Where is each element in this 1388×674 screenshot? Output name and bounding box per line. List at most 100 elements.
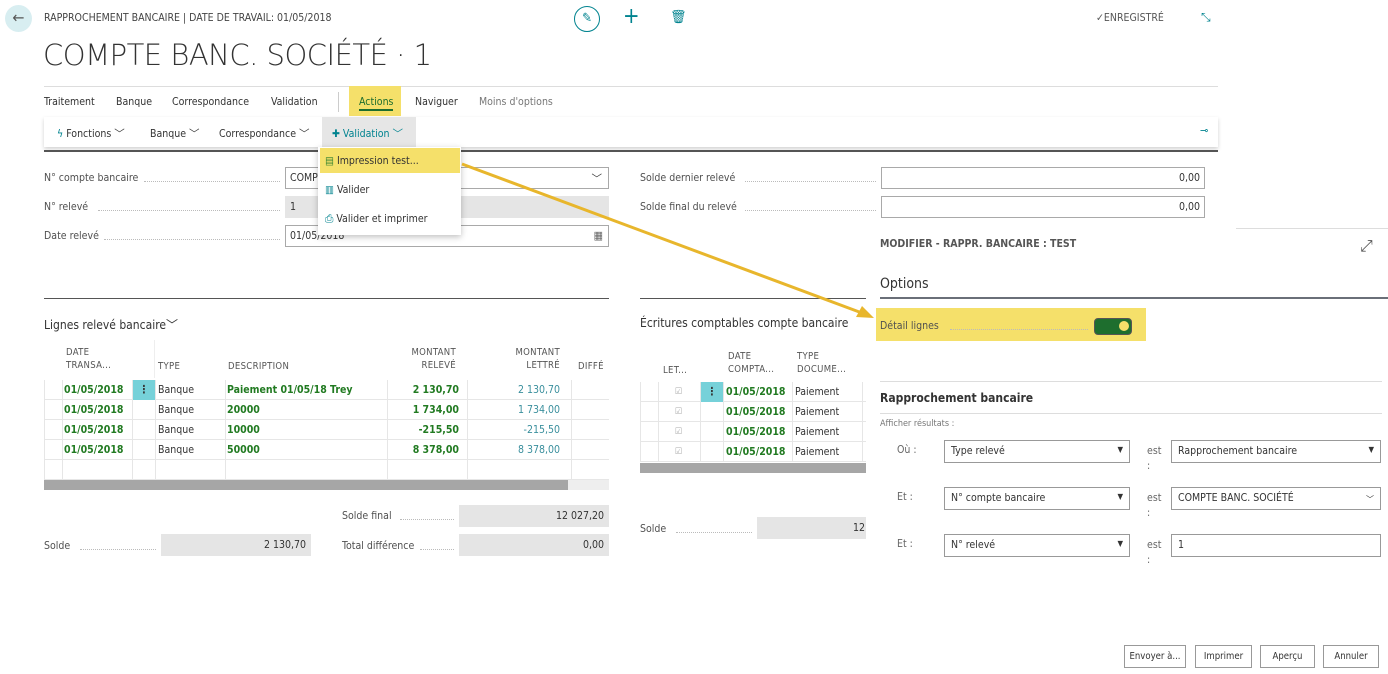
filter-field-select[interactable]: N° relevé ▼ bbox=[944, 534, 1130, 557]
filter-field-select[interactable]: Type relevé ▼ bbox=[944, 440, 1130, 463]
collapse-icon[interactable]: ⤡ bbox=[1201, 10, 1211, 24]
table-row[interactable] bbox=[44, 420, 609, 440]
back-button[interactable]: ← bbox=[5, 5, 32, 32]
checkbox-icon[interactable]: ☑ bbox=[675, 407, 683, 417]
col-applied-flag[interactable]: LET... bbox=[663, 365, 688, 376]
send-to-button[interactable]: Envoyer à... bbox=[1124, 645, 1186, 668]
preview-button[interactable]: Aperçu bbox=[1260, 645, 1315, 668]
calendar-icon[interactable]: ▦ bbox=[593, 229, 603, 242]
cell-divider bbox=[723, 422, 724, 442]
tab-banque[interactable]: Banque bbox=[116, 96, 153, 108]
cell-divider bbox=[387, 420, 388, 440]
col-type[interactable]: TYPE bbox=[158, 361, 181, 372]
menu-item-test-report[interactable]: ▤ Impression test... bbox=[325, 155, 419, 167]
applied-cell: 8 378,00 bbox=[517, 444, 560, 456]
filter-prefix: Et : bbox=[897, 538, 913, 550]
filter-field-select[interactable]: N° compte bancaire ▼ bbox=[944, 487, 1130, 510]
filter-value-text: Rapprochement bancaire bbox=[1178, 445, 1298, 457]
tab-correspondance[interactable]: Correspondance bbox=[172, 96, 250, 108]
description-cell: Paiement 01/05/18 Trey Rese... bbox=[227, 384, 353, 396]
options-divider bbox=[880, 297, 1388, 299]
horizontal-scrollbar[interactable] bbox=[44, 480, 609, 490]
description-cell: 10000 bbox=[227, 424, 260, 436]
cancel-button[interactable]: Annuler bbox=[1323, 645, 1379, 668]
table-row[interactable] bbox=[44, 440, 609, 460]
divider bbox=[44, 298, 609, 299]
trash-icon[interactable]: 🗑 bbox=[670, 10, 687, 25]
final-balance-field[interactable]: 0,00 bbox=[881, 196, 1205, 218]
expand-icon[interactable]: ⤢ bbox=[1360, 236, 1373, 255]
table-row[interactable] bbox=[44, 400, 609, 420]
tab-naviguer[interactable]: Naviguer bbox=[415, 96, 458, 108]
toolbar-banque[interactable]: Banque ﹀ bbox=[150, 128, 200, 140]
date-cell: 01/05/2018 bbox=[64, 444, 124, 456]
col-posting-date[interactable]: DATE COMPTA... bbox=[728, 351, 775, 375]
cell-divider bbox=[571, 440, 572, 460]
cell-divider bbox=[862, 442, 863, 462]
show-results-label: Afficher résultats : bbox=[880, 419, 955, 429]
edit-icon[interactable]: ✎ bbox=[574, 6, 600, 32]
divider bbox=[880, 413, 1382, 414]
checkbox-icon[interactable]: ☑ bbox=[675, 447, 683, 457]
row-menu-icon[interactable]: ⋮ bbox=[133, 380, 155, 400]
checkbox-icon[interactable]: ☑ bbox=[675, 427, 683, 437]
row-menu-icon[interactable]: ⋮ bbox=[701, 382, 723, 402]
table-row[interactable] bbox=[44, 380, 609, 400]
col-applied[interactable]: MONTANT LETTRÉ bbox=[515, 347, 560, 371]
toolbar-fonctions[interactable]: ϟ Fonctions ﹀ bbox=[57, 128, 125, 140]
date-label: Date relevé bbox=[44, 230, 99, 242]
table-row[interactable] bbox=[640, 402, 866, 422]
col-date[interactable]: DATE TRANSA... bbox=[66, 347, 112, 371]
entries-solde-label: Solde bbox=[640, 523, 667, 535]
menu-item-post-print[interactable]: ⎙ Valider et imprimer bbox=[325, 213, 428, 225]
tab-actions[interactable]: Actions bbox=[359, 96, 394, 111]
actions-tab-highlight bbox=[349, 86, 401, 116]
cell-divider bbox=[132, 460, 133, 480]
filter-prefix: Où : bbox=[897, 444, 917, 456]
lines-title[interactable]: Lignes relevé bancaire﹀ bbox=[44, 318, 179, 332]
filter-value[interactable]: COMPTE BANC. SOCIÉTÉ ﹀ bbox=[1171, 487, 1381, 510]
col-difference[interactable]: DIFFÉ bbox=[578, 361, 604, 372]
cell-divider bbox=[467, 440, 468, 460]
date-cell: 01/05/2018 bbox=[64, 404, 124, 416]
checkbox-icon[interactable]: ☑ bbox=[675, 387, 683, 397]
filter-value[interactable]: 1 bbox=[1171, 534, 1381, 557]
print-button[interactable]: Imprimer bbox=[1195, 645, 1252, 668]
tab-traitement[interactable]: Traitement bbox=[44, 96, 95, 108]
toolbar-validation[interactable]: ✚ Validation ﹀ bbox=[322, 117, 416, 147]
col-doc-type[interactable]: TYPE DOCUME... bbox=[797, 351, 847, 375]
table-row[interactable] bbox=[640, 422, 866, 442]
cell-divider bbox=[155, 380, 156, 400]
table-row[interactable] bbox=[640, 442, 866, 462]
horizontal-scrollbar[interactable] bbox=[640, 463, 866, 473]
col-description[interactable]: DESCRIPTION bbox=[228, 361, 290, 372]
cell-divider bbox=[225, 380, 226, 400]
cell-divider bbox=[658, 442, 659, 462]
col-amount[interactable]: MONTANT RELEVÉ bbox=[411, 347, 456, 371]
tab-validation[interactable]: Validation bbox=[271, 96, 318, 108]
report-icon: ▤ bbox=[325, 155, 334, 167]
cell-divider bbox=[387, 380, 388, 400]
toolbar-correspondance[interactable]: Correspondance ﹀ bbox=[219, 128, 310, 140]
table-row[interactable] bbox=[640, 382, 866, 402]
cell-divider bbox=[792, 422, 793, 442]
plus-icon[interactable]: + bbox=[623, 4, 640, 29]
tab-less-options[interactable]: Moins d'options bbox=[479, 96, 553, 108]
cell-divider bbox=[571, 420, 572, 440]
entries-title: Écritures comptables compte bancaire bbox=[640, 316, 849, 330]
table-row[interactable] bbox=[44, 460, 609, 480]
filter-value[interactable]: Rapprochement bancaire ▼ bbox=[1171, 440, 1381, 463]
cell-divider bbox=[862, 422, 863, 442]
divider bbox=[44, 86, 1218, 87]
last-balance-field[interactable]: 0,00 bbox=[881, 167, 1205, 189]
menu-item-post[interactable]: ▥ Valider bbox=[325, 184, 370, 196]
pin-icon[interactable]: ⊸ bbox=[1200, 124, 1209, 137]
cell-divider bbox=[467, 460, 468, 480]
cell-divider bbox=[862, 382, 863, 402]
cell-divider bbox=[132, 440, 133, 460]
divider bbox=[880, 381, 1382, 382]
detail-toggle[interactable] bbox=[1094, 318, 1132, 335]
date-cell: 01/05/2018 bbox=[726, 446, 786, 458]
date-cell: 01/05/2018 bbox=[726, 386, 786, 398]
